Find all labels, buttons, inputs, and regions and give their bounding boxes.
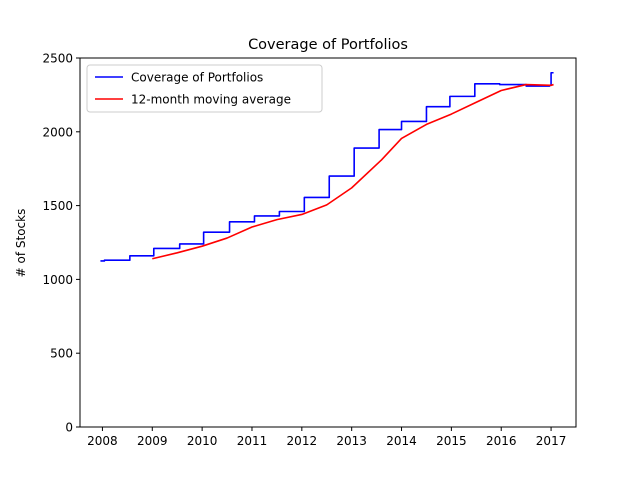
x-tick-label: 2013 <box>336 434 367 448</box>
x-tick-label: 2017 <box>536 434 567 448</box>
series-line-moving-average <box>152 83 554 260</box>
x-tick-label: 2008 <box>87 434 118 448</box>
plot-area-frame <box>79 57 577 428</box>
x-tick-label: 2010 <box>187 434 218 448</box>
y-tick-label: 1000 <box>42 273 73 287</box>
y-tick-label: 2000 <box>42 125 73 139</box>
x-tick-label: 2012 <box>287 434 318 448</box>
legend-box <box>86 64 323 113</box>
chart-title: Coverage of Portfolios <box>248 37 408 53</box>
y-tick-label: 0 <box>65 421 73 435</box>
x-tick-label: 2009 <box>137 434 168 448</box>
x-tick-label: 2016 <box>486 434 517 448</box>
x-tick-label: 2011 <box>237 434 268 448</box>
plot-series <box>100 71 554 262</box>
legend-label: 12-month moving average <box>131 93 291 107</box>
x-tick-label: 2015 <box>436 434 467 448</box>
y-tick-label: 2500 <box>42 52 73 66</box>
x-tick-label: 2014 <box>386 434 417 448</box>
y-axis-label: # of Stocks <box>14 209 28 278</box>
y-tick-label: 500 <box>50 347 73 361</box>
axis-ticks: 2008 2009 2010 2011 2012 2013 2014 2015 2016 2017… <box>42 52 566 449</box>
legend: Coverage of Portfolios 12-month moving av… <box>86 64 323 113</box>
legend-label: Coverage of Portfolios <box>131 71 263 85</box>
y-tick-label: 1500 <box>42 199 73 213</box>
series-line-coverage <box>100 71 554 262</box>
